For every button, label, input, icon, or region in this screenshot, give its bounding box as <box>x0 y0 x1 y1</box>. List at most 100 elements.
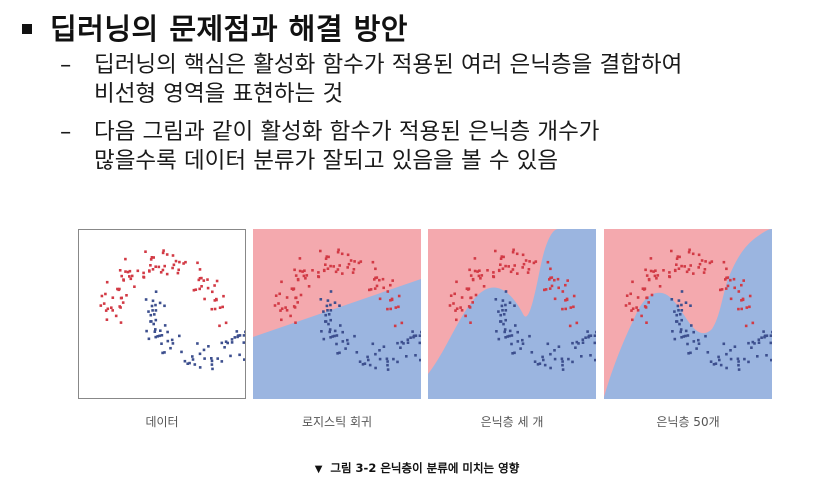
blue-point <box>216 357 219 360</box>
red-point <box>528 260 531 263</box>
red-point <box>307 285 311 288</box>
blue-point <box>670 298 674 301</box>
red-point <box>157 265 161 269</box>
blue-point <box>161 351 164 355</box>
red-point <box>655 277 658 280</box>
blue-point <box>236 334 240 338</box>
red-point <box>502 255 505 259</box>
blue-point <box>501 299 505 302</box>
red-point <box>521 253 525 257</box>
red-point <box>668 275 671 278</box>
red-point <box>100 294 104 298</box>
red-point <box>645 321 648 324</box>
red-point <box>119 321 123 324</box>
red-point <box>474 293 478 297</box>
blue-point <box>675 313 678 317</box>
panel-label: 은닉층 세 개 <box>480 415 544 429</box>
panel-logistic <box>253 229 421 399</box>
red-point <box>391 279 394 282</box>
dash-bullet-icon: – <box>60 52 72 78</box>
red-point <box>629 292 632 296</box>
red-point <box>334 270 338 274</box>
blue-point <box>202 348 206 352</box>
blue-point <box>542 358 545 362</box>
red-point <box>110 306 113 309</box>
blue-point <box>363 362 367 365</box>
blue-point <box>536 363 540 366</box>
scatter-points <box>273 248 421 371</box>
blue-point <box>326 309 329 312</box>
blue-point <box>695 347 698 350</box>
red-point <box>389 307 392 311</box>
blue-point <box>553 357 557 361</box>
red-point <box>117 288 120 292</box>
red-point <box>647 277 651 281</box>
blue-point <box>355 351 359 354</box>
blue-point <box>400 340 404 344</box>
red-point <box>654 269 657 272</box>
blue-point <box>513 351 516 355</box>
red-point <box>527 268 531 271</box>
blue-point <box>684 301 688 304</box>
red-point <box>317 275 320 278</box>
blue-point <box>191 355 194 358</box>
red-point <box>526 271 530 274</box>
blue-point <box>593 341 596 345</box>
red-point <box>468 268 471 272</box>
blue-point <box>158 301 162 305</box>
red-point <box>733 286 736 290</box>
red-point <box>142 271 145 275</box>
blue-point <box>769 334 772 337</box>
blue-point <box>154 309 158 312</box>
blue-point <box>689 351 692 355</box>
red-point <box>631 307 635 310</box>
red-point <box>557 286 560 290</box>
blue-point <box>198 352 202 356</box>
blue-point <box>567 357 570 361</box>
blue-point <box>680 303 683 307</box>
blue-point <box>504 303 507 307</box>
blue-point <box>382 345 386 348</box>
red-point <box>546 260 550 264</box>
blue-point <box>504 309 508 312</box>
blue-point <box>166 330 169 334</box>
red-point <box>128 269 132 273</box>
red-point <box>511 268 515 271</box>
red-point <box>704 260 707 263</box>
blue-point <box>326 299 330 302</box>
red-point <box>324 263 327 266</box>
blue-point <box>163 351 166 354</box>
blue-point <box>677 309 680 312</box>
blue-point <box>159 329 162 332</box>
red-point <box>719 288 722 292</box>
blue-point <box>499 320 503 323</box>
red-point <box>106 307 110 311</box>
red-point <box>213 307 217 311</box>
red-point <box>215 298 218 302</box>
blue-point <box>409 336 412 339</box>
blue-point <box>183 359 187 363</box>
red-point <box>373 287 377 290</box>
blue-point <box>191 358 195 361</box>
blue-point <box>150 320 153 323</box>
blue-point <box>329 318 332 322</box>
blue-point <box>504 318 507 322</box>
blue-point <box>411 330 414 333</box>
blue-point <box>333 301 337 304</box>
red-point <box>381 277 385 281</box>
red-point <box>745 306 749 309</box>
blue-point <box>378 349 381 352</box>
red-point <box>165 272 169 276</box>
blue-point <box>244 330 245 334</box>
region-blue <box>428 229 596 399</box>
blue-point <box>511 352 514 355</box>
blue-point <box>533 360 537 363</box>
red-point <box>352 268 356 271</box>
red-point <box>544 288 548 291</box>
blue-point <box>516 330 519 334</box>
blue-point <box>725 352 728 356</box>
red-point <box>116 287 119 291</box>
red-point <box>511 250 515 254</box>
red-point <box>685 270 689 274</box>
red-point <box>294 274 298 277</box>
